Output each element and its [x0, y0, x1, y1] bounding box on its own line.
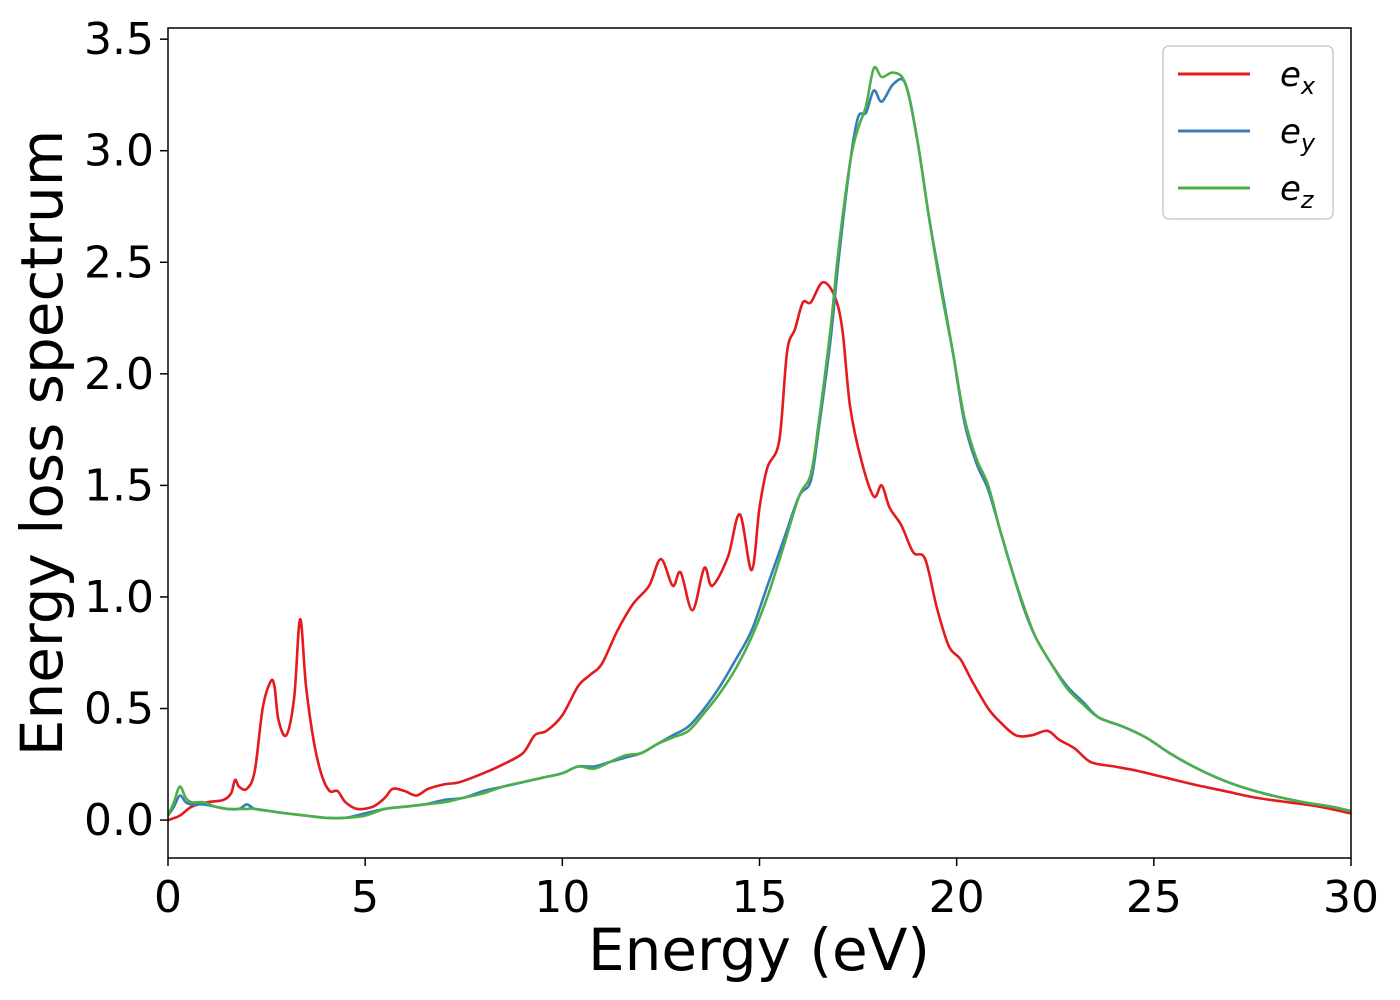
- x-tick-label: 5: [351, 872, 379, 923]
- y-axis: 0.0 0.5 1.0 1.5 2.0 2.5 3.0 3.5: [84, 14, 168, 846]
- x-axis: 0 5 10 15 20 25 30: [154, 858, 1379, 923]
- x-tick-label: 30: [1323, 872, 1379, 923]
- y-tick-label: 0.5: [84, 684, 154, 735]
- y-tick-label: 3.0: [84, 126, 154, 177]
- x-tick-label: 10: [534, 872, 590, 923]
- x-tick-label: 25: [1126, 872, 1182, 923]
- y-tick-label: 2.0: [84, 349, 154, 400]
- legend-label-ez: ez: [1280, 169, 1315, 214]
- series-line-ex: [168, 280, 1351, 822]
- x-axis-title: Energy (eV): [588, 916, 930, 984]
- x-tick-label: 15: [732, 872, 788, 923]
- x-tick-label: 20: [929, 872, 985, 923]
- x-tick-label: 0: [154, 872, 182, 923]
- series-line-ez: [168, 65, 1351, 820]
- legend-label-ex: ex: [1280, 55, 1316, 100]
- legend: ex ey ez: [1162, 45, 1334, 220]
- y-tick-label: 2.5: [84, 237, 154, 288]
- y-tick-label: 3.5: [84, 14, 154, 65]
- y-axis-title: Energy loss spectrum: [8, 130, 76, 756]
- y-tick-label: 1.0: [84, 572, 154, 623]
- series-layer: [168, 65, 1351, 822]
- y-tick-label: 0.0: [84, 795, 154, 846]
- legend-label-ey: ey: [1280, 112, 1316, 157]
- y-tick-label: 1.5: [84, 460, 154, 511]
